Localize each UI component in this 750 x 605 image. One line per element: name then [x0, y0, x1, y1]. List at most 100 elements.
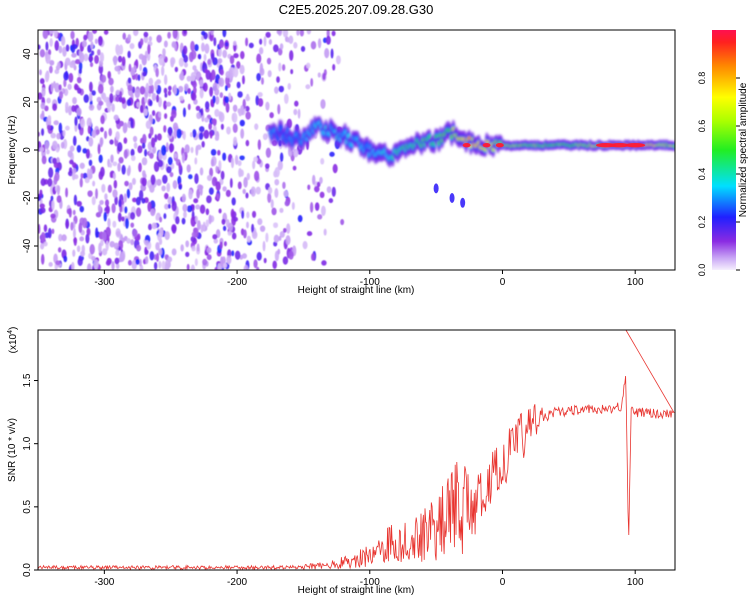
- heatmap-cell: [294, 100, 299, 107]
- heatmap-cell: [317, 72, 321, 78]
- heatmap-cell: [135, 258, 140, 265]
- heatmap-cell: [72, 96, 77, 105]
- heatmap-signal-band: [268, 115, 675, 168]
- heatmap-cell: [132, 135, 138, 143]
- heatmap-cell: [65, 220, 70, 228]
- heatmap-cell: [293, 41, 298, 49]
- heatmap-cell: [175, 216, 180, 225]
- heatmap-cell: [69, 145, 75, 152]
- heatmap-cell: [625, 143, 646, 148]
- heatmap-cell: [102, 231, 107, 242]
- x-tick-label: 0: [500, 577, 506, 588]
- heatmap-cell: [187, 103, 191, 111]
- snr-panel: -300 -200 -100 0 100 0.0 0.5 1.0 1.5 Height of …: [7, 327, 676, 596]
- heatmap-cell: [83, 53, 89, 62]
- heatmap-cell: [118, 95, 123, 103]
- heatmap-cell: [124, 206, 128, 214]
- heatmap-cell: [117, 141, 123, 152]
- heatmap-cell: [205, 208, 210, 216]
- heatmap-cell: [206, 174, 213, 182]
- heatmap-cell: [133, 142, 138, 149]
- heatmap-cell: [56, 185, 60, 196]
- heatmap-cell: [231, 232, 237, 240]
- spectrogram-y-axis-label: Frequency (Hz): [7, 116, 18, 185]
- spectrogram-heatmap: [38, 30, 675, 270]
- heatmap-cell: [60, 141, 65, 149]
- heatmap-cell: [135, 207, 142, 217]
- heatmap-cell: [310, 40, 317, 50]
- heatmap-cell: [210, 99, 214, 107]
- heatmap-cell: [273, 44, 279, 53]
- x-tick-label: -100: [360, 577, 380, 588]
- heatmap-cell: [182, 204, 188, 212]
- heatmap-cell: [145, 255, 149, 265]
- heatmap-cell: [255, 186, 261, 195]
- heatmap-cell: [142, 71, 147, 77]
- heatmap-cell: [192, 86, 197, 95]
- heatmap-cell: [217, 149, 221, 156]
- heatmap-cell: [240, 128, 245, 139]
- heatmap-cell: [135, 196, 141, 206]
- heatmap-cell: [241, 253, 248, 259]
- heatmap-cell: [215, 181, 221, 191]
- heatmap-cell: [157, 159, 164, 168]
- heatmap-cell: [270, 199, 274, 209]
- snr-frame: [37, 329, 676, 571]
- heatmap-cell: [149, 183, 155, 193]
- heatmap-cell: [609, 143, 630, 148]
- heatmap-cell: [128, 182, 133, 191]
- heatmap-cell: [161, 185, 166, 192]
- heatmap-cell: [123, 149, 128, 159]
- heatmap-cell: [231, 250, 235, 257]
- heatmap-cell: [330, 48, 334, 59]
- heatmap-cell: [117, 55, 123, 63]
- heatmap-cell: [87, 31, 94, 43]
- heatmap-cell: [53, 174, 58, 185]
- spectrogram-y-ticks: -40 -20 0 20 40: [22, 48, 38, 253]
- heatmap-cell: [40, 178, 46, 186]
- heatmap-cell: [171, 109, 177, 119]
- heatmap-cell: [91, 256, 96, 262]
- heatmap-cell: [100, 166, 105, 177]
- heatmap-cell: [232, 123, 238, 134]
- heatmap-cell: [163, 87, 168, 94]
- heatmap-cell: [292, 165, 297, 171]
- heatmap-cell: [109, 162, 113, 168]
- heatmap-cell: [188, 51, 194, 63]
- heatmap-cell: [40, 102, 46, 110]
- heatmap-cell: [158, 260, 162, 269]
- heatmap-cell: [71, 261, 75, 270]
- heatmap-cell: [85, 233, 90, 244]
- heatmap-cell: [39, 49, 46, 58]
- heatmap-cell: [102, 248, 108, 256]
- heatmap-cell: [158, 111, 162, 118]
- heatmap-cell: [225, 75, 230, 86]
- heatmap-cell: [69, 159, 74, 165]
- heatmap-cell: [256, 251, 262, 261]
- heatmap-cell: [127, 84, 133, 92]
- heatmap-cell: [180, 70, 184, 81]
- heatmap-cell: [213, 37, 217, 47]
- heatmap-cell: [265, 232, 269, 243]
- heatmap-cell: [495, 143, 504, 148]
- heatmap-cell: [243, 229, 247, 239]
- heatmap-cell: [220, 123, 224, 130]
- heatmap-cell: [158, 54, 164, 66]
- heatmap-cell: [194, 173, 199, 185]
- heatmap-cell: [103, 96, 108, 103]
- heatmap-cell: [41, 110, 45, 118]
- heatmap-cell: [79, 236, 85, 242]
- heatmap-cell: [273, 234, 280, 243]
- heatmap-cell: [139, 38, 144, 46]
- heatmap-cell: [44, 140, 50, 150]
- heatmap-cell: [46, 97, 51, 104]
- heatmap-cell: [150, 137, 156, 148]
- heatmap-cell: [126, 99, 132, 107]
- heatmap-cell: [196, 112, 202, 120]
- heatmap-cell: [265, 101, 270, 111]
- heatmap-cell: [184, 83, 189, 92]
- heatmap-cell: [53, 30, 58, 39]
- heatmap-cell: [225, 189, 231, 198]
- heatmap-cell: [239, 155, 245, 161]
- heatmap-cell: [306, 231, 313, 237]
